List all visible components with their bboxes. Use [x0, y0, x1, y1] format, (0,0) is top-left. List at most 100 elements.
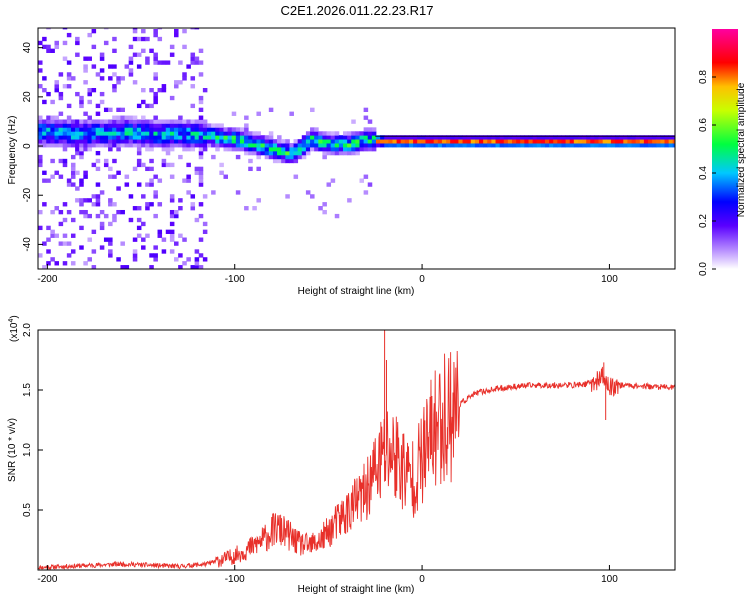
spectrogram-cell	[103, 107, 109, 113]
spectrogram-cell	[648, 143, 653, 148]
spectrogram-cell	[297, 154, 303, 160]
spectrogram-cell	[549, 139, 554, 144]
spectrogram-cell	[103, 162, 109, 168]
spectrogram-cell	[42, 143, 47, 148]
spectrogram-cell	[128, 60, 134, 65]
spectrogram-cell	[437, 139, 443, 144]
spectrogram-cell	[330, 143, 336, 148]
spectrogram-cell	[194, 143, 200, 148]
spectrogram-cell	[165, 119, 171, 124]
spectrogram-cell	[75, 139, 80, 144]
spectrogram-cell	[149, 147, 154, 152]
spectrogram-cell	[194, 166, 200, 172]
spectrogram-cell	[153, 72, 158, 77]
spectrogram-cell	[141, 162, 146, 168]
spectrogram-cell	[198, 213, 204, 219]
spectrogram-cell	[58, 135, 64, 140]
spectrogram-cell	[112, 213, 117, 219]
spectrogram-cell	[495, 139, 501, 144]
spectrogram-cell	[569, 135, 575, 140]
spectrogram-cell	[91, 135, 97, 140]
spectrogram-cell	[87, 127, 92, 132]
spectrogram-cell	[70, 76, 76, 81]
spectrogram-cell	[186, 119, 191, 124]
spectrogram-cell	[132, 119, 138, 124]
spectrogram-cell	[322, 150, 327, 156]
spectrogram-cell	[186, 135, 191, 140]
spectrogram-cell	[297, 147, 303, 152]
spectrogram-cell	[347, 198, 352, 203]
spectrogram-cell	[182, 143, 187, 148]
spectrogram-cell	[227, 143, 233, 148]
spectrogram-cell	[301, 143, 307, 148]
spectrogram-cell	[248, 131, 253, 136]
spectrogram-cell	[42, 131, 47, 136]
spectrogram-cell	[79, 202, 84, 207]
spectrogram-cell	[190, 123, 196, 128]
spectrogram-cell	[470, 143, 476, 148]
spectrogram-cell	[136, 119, 142, 124]
spectrogram-cell	[112, 131, 117, 136]
spectrogram-cell	[186, 131, 191, 136]
spectrogram-cell	[198, 147, 204, 152]
spectrogram-cell	[215, 147, 220, 152]
spectrogram-cell	[153, 91, 158, 97]
spectrogram-cell	[235, 135, 241, 140]
spectrogram-cell	[297, 143, 303, 148]
spectrogram-cell	[58, 123, 64, 128]
spectrogram-cell	[256, 135, 261, 140]
spectrogram-cell	[598, 139, 604, 144]
spectrogram-cell	[70, 119, 76, 124]
spectrogram-cell	[157, 88, 163, 93]
spectrogram-cell	[83, 80, 88, 85]
snr-y-tick-label: 1.5	[22, 383, 33, 397]
spectrogram-cell	[103, 131, 109, 136]
spectrogram-cell	[404, 143, 410, 148]
spectrogram-y-tick-label: -20	[22, 188, 33, 203]
spectrogram-cell	[384, 143, 389, 148]
spectrogram-cell	[103, 213, 109, 219]
spectrogram-cell	[54, 127, 60, 132]
spectrogram-cell	[66, 135, 72, 140]
spectrogram-cell	[124, 143, 130, 148]
spectrogram-cell	[182, 76, 187, 81]
spectrogram-cell	[169, 135, 175, 140]
spectrogram-cell	[46, 127, 51, 132]
spectrogram-cell	[120, 131, 125, 136]
spectrogram-cell	[87, 88, 92, 93]
spectrogram-cell	[582, 143, 587, 148]
spectrogram-cell	[103, 28, 109, 30]
spectrogram-cell	[260, 147, 266, 152]
spectrogram-cell	[157, 143, 163, 148]
spectrogram-cell	[38, 154, 43, 160]
spectrogram-cell	[557, 143, 562, 148]
spectrogram-cell	[149, 166, 154, 172]
spectrogram-cell	[330, 150, 336, 156]
spectrogram-cell	[396, 135, 402, 140]
spectrogram-y-label: Frequency (Hz)	[7, 116, 18, 185]
spectrogram-cell	[244, 135, 249, 140]
spectrogram-cell	[62, 135, 68, 140]
spectrogram-cell	[190, 60, 196, 65]
spectrogram-cell	[408, 135, 414, 140]
spectrogram-cell	[264, 147, 270, 152]
spectrogram-cell	[281, 143, 286, 148]
spectrogram-cell	[244, 206, 249, 211]
spectrogram-cell	[141, 139, 146, 144]
spectrogram-cell	[495, 143, 501, 148]
spectrogram-cell	[99, 127, 105, 132]
spectrogram-cell	[75, 127, 80, 132]
spectrogram-cell	[62, 143, 68, 148]
spectrogram-cell	[293, 143, 299, 148]
spectrogram-cell	[487, 143, 492, 148]
spectrogram-cell	[586, 143, 591, 148]
spectrogram-cell	[375, 143, 381, 148]
spectrogram-cell	[157, 178, 163, 183]
spectrogram-cell	[268, 131, 274, 136]
spectrogram-cell	[91, 44, 97, 50]
spectrogram-cell	[198, 166, 204, 172]
spectrogram-cell	[95, 103, 101, 109]
spectrogram-cell	[132, 139, 138, 144]
spectrogram-cell	[91, 143, 97, 148]
spectrogram-cell	[145, 123, 150, 128]
